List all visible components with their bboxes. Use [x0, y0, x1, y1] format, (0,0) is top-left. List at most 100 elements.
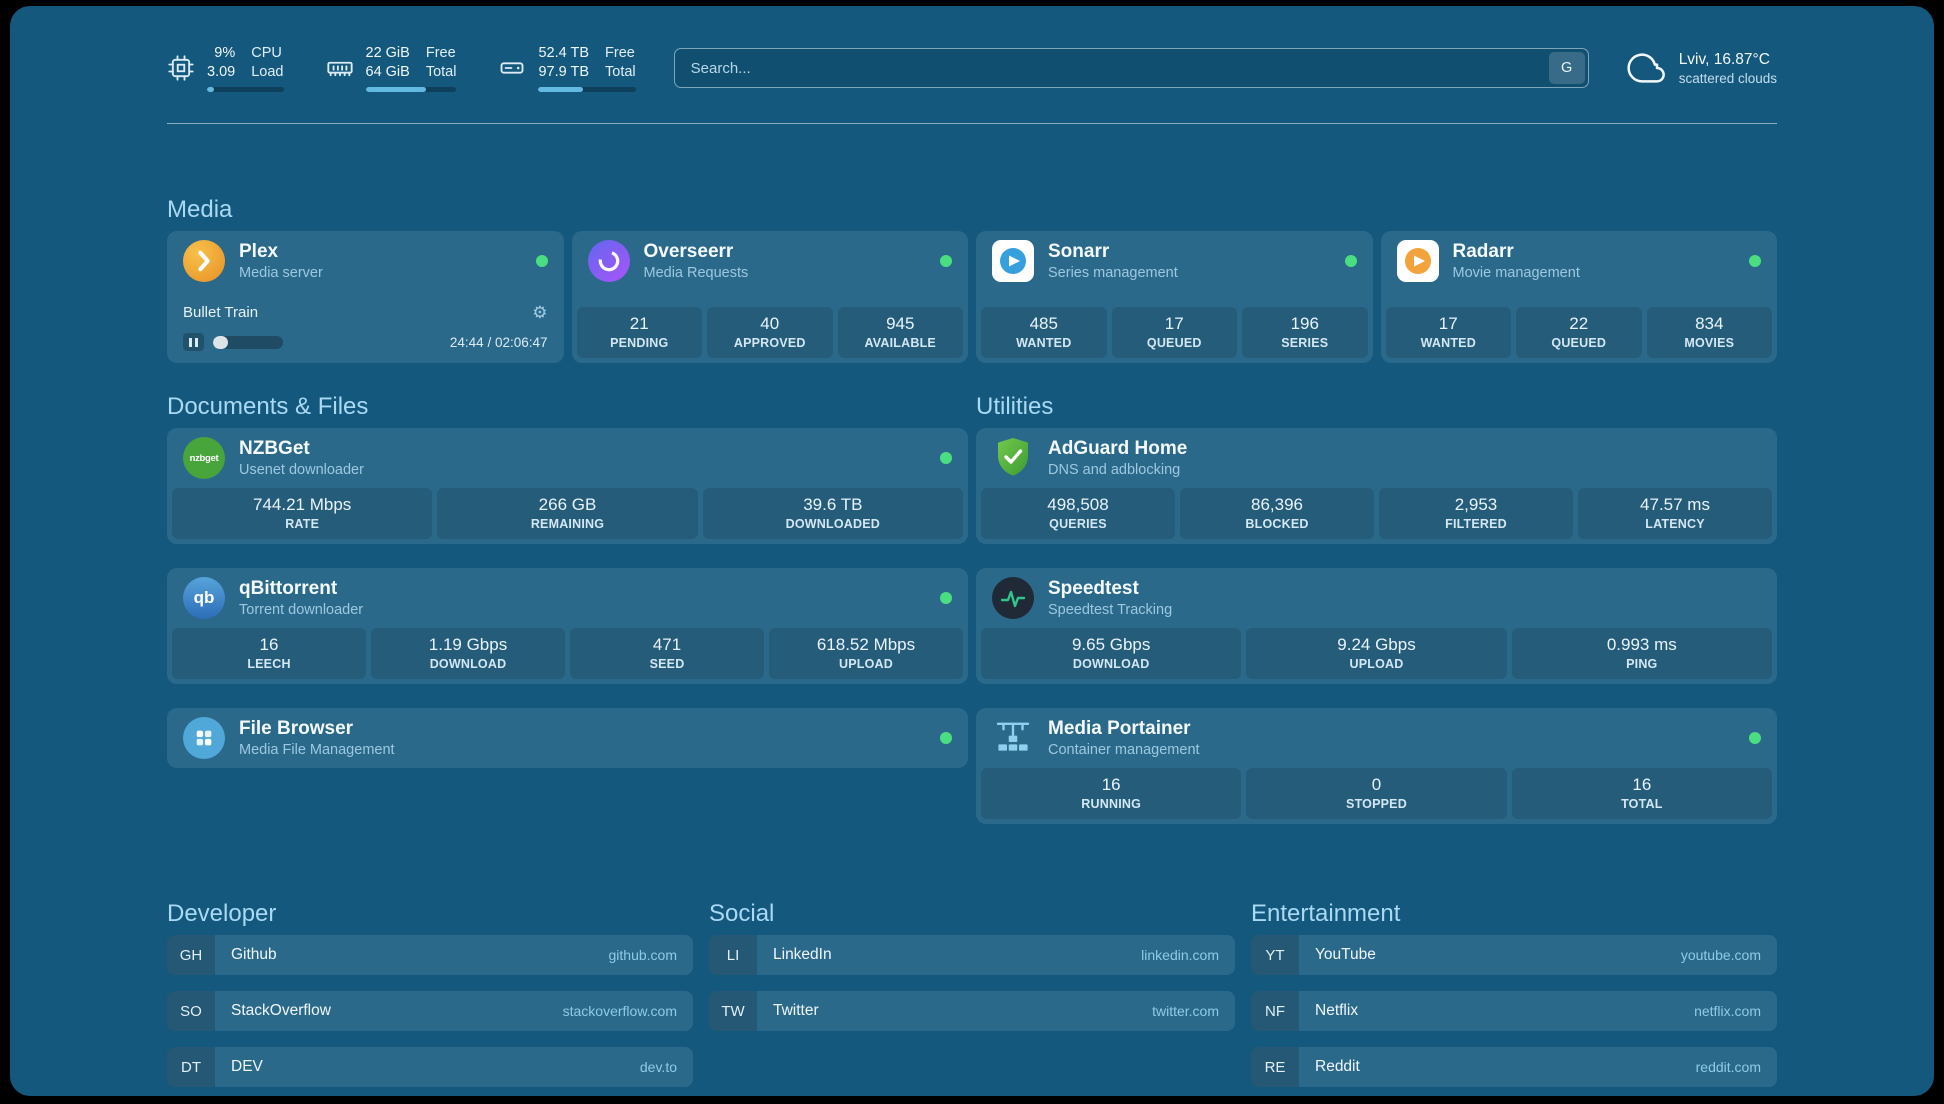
developer-group-title: Developer: [167, 900, 277, 927]
portainer-status-dot: [1749, 732, 1761, 744]
sonarr-status-dot: [1344, 255, 1357, 267]
service-card-portainer[interactable]: Media Portainer Container management 16 …: [976, 708, 1777, 824]
adguard-icon: [992, 437, 1034, 479]
service-card-adguard[interactable]: AdGuard Home DNS and adblocking 498,508 …: [976, 428, 1777, 544]
section-documents: Documents & Files nzbget NZBGet Usenet d…: [167, 393, 968, 824]
qbittorrent-icon: qb: [183, 577, 225, 619]
bookmark-youtube[interactable]: YT YouTube youtube.com: [1251, 935, 1777, 975]
weather-widget: Lviv, 16.87°C scattered clouds: [1627, 48, 1777, 88]
bookmark-netflix[interactable]: NF Netflix netflix.com: [1251, 991, 1777, 1031]
bookmark-group-developer: Developer GH Github github.com SO StackO…: [167, 900, 693, 1096]
stat-queued: 22 QUEUED: [1516, 307, 1642, 358]
bookmark-abbr: SO: [167, 991, 215, 1031]
bookmark-dev[interactable]: DT DEV dev.to: [167, 1047, 693, 1087]
search-box[interactable]: G: [673, 48, 1589, 88]
qbittorrent-status-dot: [940, 592, 952, 604]
stat-filtered: 2,953 FILTERED: [1379, 488, 1573, 539]
disk-total-label: Total: [605, 64, 636, 80]
search-input[interactable]: [674, 49, 1549, 87]
bookmark-stackoverflow[interactable]: SO StackOverflow stackoverflow.com: [167, 991, 693, 1031]
speedtest-header: Speedtest Speedtest Tracking: [976, 568, 1777, 628]
bookmark-github[interactable]: GH Github github.com: [167, 935, 693, 975]
stat-available: 945 AVAILABLE: [837, 307, 963, 358]
qbittorrent-name: qBittorrent: [239, 578, 338, 599]
filebrowser-desc: Media File Management: [239, 742, 395, 758]
now-playing-title: Bullet Train: [183, 304, 259, 321]
stat-leech: 16 LEECH: [172, 628, 366, 679]
stat-total: 16 TOTAL: [1511, 768, 1772, 819]
adguard-stats: 498,508 QUERIES 86,396 BLOCKED 2,953 FIL…: [976, 488, 1777, 544]
cpu-progress-fill: [207, 86, 214, 92]
stat-wanted: 485 WANTED: [981, 307, 1107, 358]
header-divider: [167, 123, 1777, 124]
service-card-speedtest[interactable]: Speedtest Speedtest Tracking 9.65 Gbps D…: [976, 568, 1777, 684]
disk-progress-bar: [538, 86, 636, 92]
service-card-qbittorrent[interactable]: qb qBittorrent Torrent downloader 16 LEE…: [167, 568, 968, 684]
bookmark-domain: twitter.com: [1152, 1003, 1219, 1019]
filebrowser-icon: [183, 717, 225, 759]
entertainment-group-title: Entertainment: [1251, 900, 1401, 927]
bookmark-domain: reddit.com: [1695, 1059, 1761, 1075]
cpu-icon: [167, 54, 195, 82]
stat-queued: 17 QUEUED: [1111, 307, 1237, 358]
adguard-header: AdGuard Home DNS and adblocking: [976, 428, 1777, 488]
weather-text: Lviv, 16.87°C scattered clouds: [1679, 51, 1777, 86]
search-provider-button[interactable]: G: [1548, 52, 1585, 84]
cloud-icon: [1627, 48, 1667, 88]
qbittorrent-stats: 16 LEECH 1.19 Gbps DOWNLOAD 471 SEED 618…: [167, 628, 968, 684]
radarr-desc: Movie management: [1452, 265, 1580, 281]
filebrowser-name: File Browser: [239, 718, 354, 739]
service-card-overseerr[interactable]: Overseerr Media Requests 21 PENDING 40 A…: [571, 231, 969, 363]
pause-button[interactable]: [183, 333, 204, 351]
bookmark-linkedin[interactable]: LI LinkedIn linkedin.com: [709, 935, 1235, 975]
bookmark-name: LinkedIn: [773, 946, 832, 963]
bookmark-group-social: Social LI LinkedIn linkedin.com TW Twitt…: [709, 900, 1235, 1096]
bookmark-twitter[interactable]: TW Twitter twitter.com: [709, 991, 1235, 1031]
radarr-stats: 17 WANTED 22 QUEUED 834 MOVIES: [1381, 307, 1778, 363]
bookmark-domain: youtube.com: [1680, 947, 1761, 963]
memory-total: 64 GiB: [365, 64, 410, 80]
stat-ping: 0.993 ms PING: [1511, 628, 1772, 679]
service-card-filebrowser[interactable]: File Browser Media File Management: [167, 708, 968, 768]
overseerr-stats: 21 PENDING 40 APPROVED 945 AVAILABLE: [572, 307, 969, 363]
memory-free-label: Free: [425, 45, 456, 62]
overseerr-name: Overseerr: [643, 241, 734, 262]
bookmark-abbr: YT: [1251, 935, 1299, 975]
memory-icon: [326, 54, 354, 82]
settings-gear-icon[interactable]: ⚙: [532, 303, 548, 322]
resource-disk: 52.4 TB 97.9 TB Free Total: [498, 44, 636, 92]
sonarr-desc: Series management: [1048, 265, 1178, 281]
resource-memory: 22 GiB 64 GiB Free Total: [326, 44, 457, 92]
sonarr-header: Sonarr Series management: [976, 231, 1373, 291]
bookmark-reddit[interactable]: RE Reddit reddit.com: [1251, 1047, 1777, 1087]
memory-stats: 22 GiB 64 GiB Free Total: [365, 44, 457, 92]
stat-downloaded: 39.6 TB DOWNLOADED: [702, 488, 963, 539]
bookmark-name: Reddit: [1315, 1058, 1360, 1075]
memory-progress-fill: [365, 86, 426, 92]
service-card-plex[interactable]: Plex Media server Bullet Train ⚙: [167, 231, 564, 363]
qbittorrent-desc: Torrent downloader: [239, 602, 364, 618]
service-card-sonarr[interactable]: Sonarr Series management 485 WANTED 17 Q…: [976, 231, 1373, 363]
radarr-icon: [1396, 240, 1439, 282]
disk-icon: [498, 54, 526, 82]
radarr-name: Radarr: [1452, 241, 1514, 262]
bookmark-abbr: DT: [167, 1047, 215, 1087]
resource-cpu: 9% 3.09 CPU Load: [167, 44, 284, 92]
cpu-stats: 9% 3.09 CPU Load: [207, 44, 284, 92]
stat-download: 9.65 Gbps DOWNLOAD: [981, 628, 1242, 679]
speedtest-stats: 9.65 Gbps DOWNLOAD 9.24 Gbps UPLOAD 0.99…: [976, 628, 1777, 684]
bookmark-name: Netflix: [1315, 1002, 1359, 1019]
sonarr-stats: 485 WANTED 17 QUEUED 196 SERIES: [976, 307, 1373, 363]
stat-wanted: 17 WANTED: [1385, 307, 1511, 358]
service-card-radarr[interactable]: Radarr Movie management 17 WANTED 22 QUE…: [1380, 231, 1778, 363]
stat-upload: 618.52 Mbps UPLOAD: [769, 628, 963, 679]
cpu-load: 3.09: [207, 64, 236, 80]
service-card-nzbget[interactable]: nzbget NZBGet Usenet downloader 744.21 M…: [167, 428, 968, 544]
nzbget-header: nzbget NZBGet Usenet downloader: [167, 428, 968, 488]
filebrowser-status-dot: [940, 732, 952, 744]
bookmark-domain: github.com: [608, 947, 677, 963]
cpu-percent: 9%: [214, 45, 236, 62]
bookmark-domain: linkedin.com: [1141, 947, 1219, 963]
sonarr-name: Sonarr: [1048, 241, 1110, 262]
